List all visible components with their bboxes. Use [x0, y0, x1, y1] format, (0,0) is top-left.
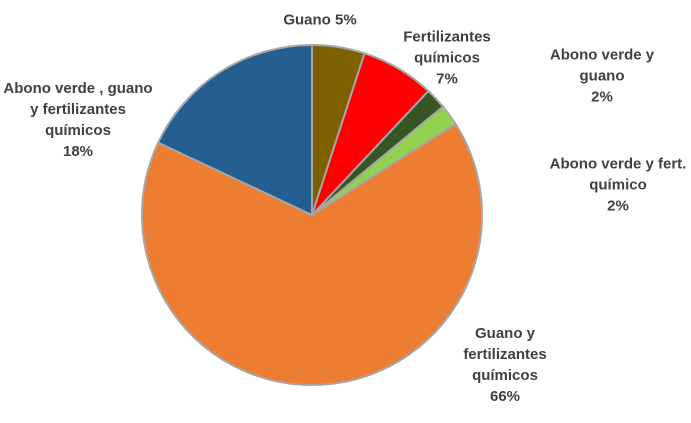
slice-label: Guano y fertilizantes químicos 66% [438, 323, 573, 407]
category-label: Abono verde , guano y fertilizantes quím… [3, 80, 153, 139]
slice-label: Abono verde , guano y fertilizantes quím… [3, 78, 153, 162]
category-label: Abono verde y fert. químico [549, 155, 687, 194]
pie-slice [141, 122, 483, 386]
slice-label: Abono verde y fert. químico 2% [543, 154, 691, 217]
slice-label: Fertilizantes químicos 7% [387, 27, 507, 90]
category-label: Fertilizantes químicos [403, 28, 491, 67]
slice-label: Abono verde y guano 2% [532, 45, 672, 108]
value-label: 18% [62, 143, 94, 160]
category-label: Guano [283, 11, 331, 29]
category-label: Abono verde y guano [549, 46, 655, 85]
value-label: 5% [334, 11, 357, 29]
value-label: 2% [591, 88, 613, 106]
value-label: 7% [436, 70, 458, 88]
slice-label: Guano 5% [250, 10, 390, 31]
pie-slice [156, 43, 313, 217]
value-label: 66% [489, 388, 521, 405]
category-label: Guano y fertilizantes químicos [463, 325, 547, 384]
value-label: 2% [607, 197, 629, 215]
